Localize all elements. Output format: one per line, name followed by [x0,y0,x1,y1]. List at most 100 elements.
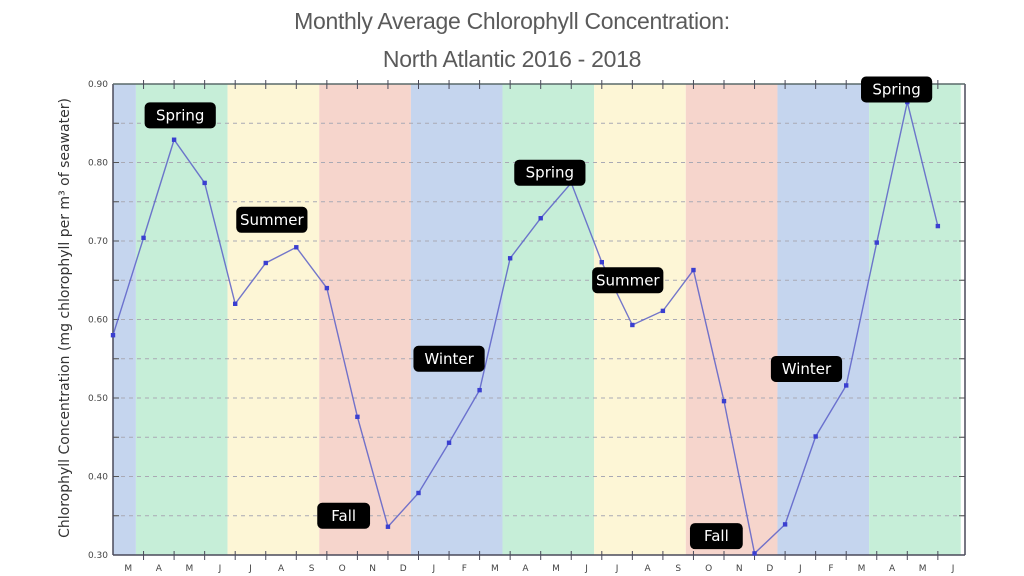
season-label-fall: Fall [317,502,371,529]
season-label-box [861,76,933,103]
data-point [446,440,452,445]
x-tick-label: D [400,564,407,574]
data-point [233,301,238,306]
season-label-winter: Winter [413,345,485,372]
season-label-box [144,102,216,129]
x-tick-label: J [615,564,619,574]
season-label-winter: Winter [770,355,843,382]
data-point [171,137,177,142]
data-point [752,551,757,556]
season-label-spring: Spring [861,76,933,103]
y-axis-label: Chlorophyll Concentration (mg chlorophyl… [57,98,73,538]
data-point [721,398,727,404]
data-point [935,223,941,229]
data-point [507,256,513,261]
y-tick-label: 0.80 [88,159,108,169]
season-label-box [514,159,586,186]
x-tick-label: A [889,564,896,574]
x-tick-label: S [309,564,315,574]
x-tick-label: J [798,564,802,574]
x-tick-label: J [951,564,955,574]
x-tick-label: D [766,564,773,574]
data-point [110,333,116,338]
x-tick-label: J [584,564,588,574]
y-tick-label: 0.50 [88,394,108,404]
chart-title: Monthly Average Chlorophyll Concentratio… [294,8,730,34]
season-label-spring: Spring [514,159,586,186]
x-tick-label: A [278,564,285,574]
season-band-winter [410,84,503,555]
x-tick-label: M [552,564,560,574]
x-tick-label: M [858,564,866,574]
season-label-box [236,206,308,233]
x-tick-label: A [645,564,652,574]
data-point [844,383,849,388]
data-point [813,434,818,439]
x-tick-label: A [156,564,163,574]
x-tick-label: O [339,564,346,574]
season-label-text: Winter [424,350,474,368]
season-label-text: Summer [240,211,304,229]
season-label-summer: Summer [236,206,308,233]
x-tick-label: M [185,564,193,574]
season-label-text: Spring [156,106,204,124]
season-label-text: Spring [872,80,920,98]
x-tick-label: S [675,564,681,574]
y-tick-label: 0.60 [88,316,108,326]
season-band-summer [594,84,686,555]
axes [112,83,966,556]
y-ticks: 0.30 0.40 0.50 0.60 0.70 0.80 0.90 [88,80,108,561]
season-label-spring: Spring [144,102,216,129]
x-tick-label: O [705,564,712,574]
data-point [324,285,330,291]
season-band-spring [135,84,228,555]
x-tick-label: M [124,564,132,574]
data-point [141,235,146,241]
season-label-text: Spring [526,164,574,182]
x-tick-label: M [919,564,927,574]
x-tick-label: J [218,564,222,574]
season-annotations: Spring Summer Fall Winter Spring Summer Fall Wi… [144,76,933,550]
data-point [416,490,421,496]
data-point [202,180,207,186]
y-tick-label: 0.40 [88,473,108,483]
season-label-box [770,355,843,382]
data-point [355,414,360,420]
data-point [782,522,788,527]
y-tick-label: 0.70 [88,237,108,247]
x-tick-label: N [736,564,743,574]
season-band-winter [777,84,870,555]
data-point [385,524,391,529]
data-point [630,322,635,328]
x-tick-label: J [248,564,252,574]
y-tick-label: 0.90 [88,80,108,90]
season-label-text: Fall [704,527,729,545]
data-point [660,308,666,314]
season-label-box [317,502,371,529]
data-point [538,216,543,221]
season-label-summer: Summer [592,267,664,294]
season-label-box [592,267,664,294]
data-point [691,267,696,273]
data-point [294,245,299,250]
data-point [874,240,879,245]
season-label-fall: Fall [689,523,743,550]
x-tick-label: J [431,564,435,574]
y-tick-label: 0.30 [88,551,108,561]
data-point [477,387,482,393]
chart-subtitle: North Atlantic 2016 - 2018 [382,46,642,72]
x-tick-label: M [491,564,499,574]
season-label-text: Summer [596,271,660,289]
x-tick-label: F [828,564,833,574]
season-label-box [689,523,743,550]
season-label-text: Winter [782,360,832,378]
x-tick-label: N [369,564,376,574]
series-line [112,101,939,555]
x-tick-label: F [462,564,467,574]
season-label-box [413,345,485,372]
data-point [263,260,268,266]
data-point [599,259,604,265]
x-tick-label: A [522,564,529,574]
